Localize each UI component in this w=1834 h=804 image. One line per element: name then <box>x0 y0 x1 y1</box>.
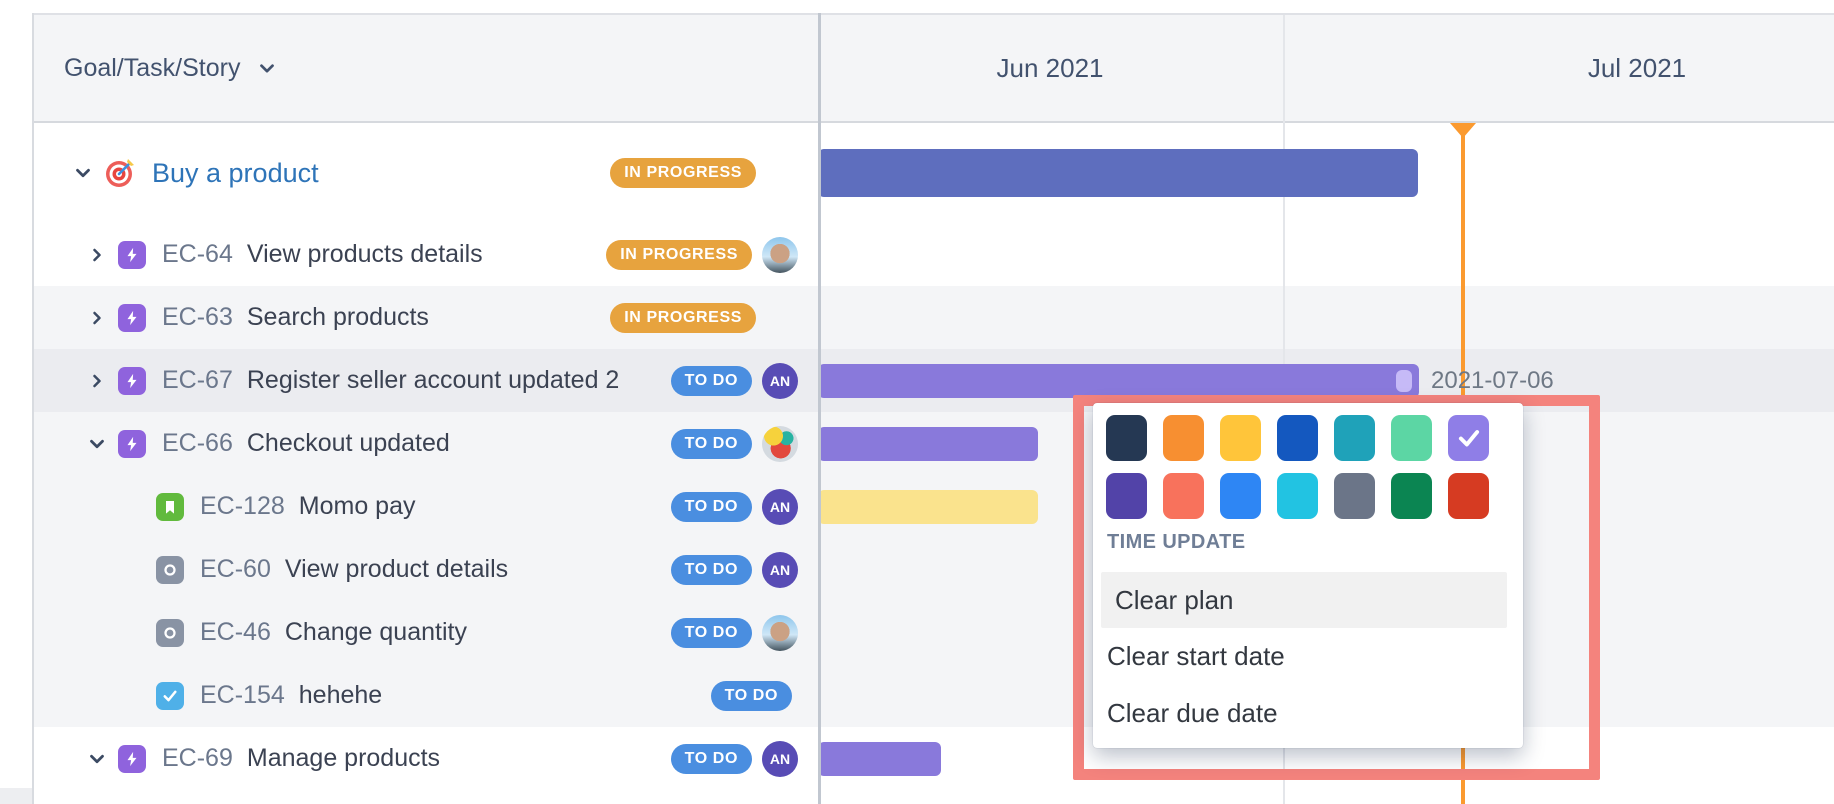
issue-title: Manage products <box>247 744 440 773</box>
status-badge: TO DO <box>671 492 752 522</box>
menu-item-clear-plan[interactable]: Clear plan <box>1101 572 1507 628</box>
issue-key: EC-46 <box>200 618 271 647</box>
issue-timeline-bar[interactable] <box>818 490 1038 524</box>
issue-key: EC-63 <box>162 303 233 332</box>
status-badge: IN PROGRESS <box>610 158 756 188</box>
chevron-down-icon[interactable] <box>254 55 280 81</box>
ring-icon <box>156 556 184 584</box>
color-swatch[interactable] <box>1277 473 1318 519</box>
epic-icon <box>118 745 146 773</box>
chevron-right-icon[interactable] <box>84 305 110 331</box>
issue-title: Register seller account updated 2 <box>247 366 619 395</box>
status-badge: TO DO <box>671 429 752 459</box>
issue-key: EC-67 <box>162 366 233 395</box>
column-picker[interactable]: Goal/Task/Story <box>64 15 280 121</box>
status-badge: IN PROGRESS <box>610 303 756 333</box>
bar-due-date-label: 2021-07-06 <box>1431 367 1554 395</box>
time-update-section-label: TIME UPDATE <box>1107 531 1245 554</box>
avatar[interactable] <box>762 615 798 651</box>
color-swatch[interactable] <box>1163 473 1204 519</box>
color-swatch[interactable] <box>1448 473 1489 519</box>
status-badge: TO DO <box>671 618 752 648</box>
epic-icon <box>118 367 146 395</box>
chevron-down-icon[interactable] <box>70 160 96 186</box>
today-marker-arrow <box>1450 123 1476 138</box>
column-picker-label: Goal/Task/Story <box>64 54 240 83</box>
color-swatch[interactable] <box>1163 415 1204 461</box>
avatar[interactable] <box>762 237 798 273</box>
timeline-app: Goal/Task/Story Jun 2021 Jul 2021 Buy a … <box>0 0 1834 804</box>
status-badge: TO DO <box>671 744 752 774</box>
month-label-jun: Jun 2021 <box>930 15 1170 121</box>
goal-target-icon <box>104 157 136 189</box>
menu-item-clear-start-date[interactable]: Clear start date <box>1093 629 1523 685</box>
issue-timeline-bar[interactable] <box>818 364 1419 398</box>
epic-icon <box>118 304 146 332</box>
context-menu-popup: TIME UPDATE Clear planClear start dateCl… <box>1093 403 1523 748</box>
issue-title: Momo pay <box>299 492 416 521</box>
issue-title: Change quantity <box>285 618 467 647</box>
panel-divider[interactable] <box>818 13 821 804</box>
avatar[interactable]: AN <box>762 741 798 777</box>
goal-title-link[interactable]: Buy a product <box>152 158 319 189</box>
issue-title: Checkout updated <box>247 429 450 458</box>
status-badge: TO DO <box>711 681 792 711</box>
issue-key: EC-69 <box>162 744 233 773</box>
issue-title: View product details <box>285 555 508 584</box>
issue-row[interactable]: EC-154 hehehe <box>34 664 940 727</box>
color-swatch[interactable] <box>1220 473 1261 519</box>
avatar[interactable]: AN <box>762 489 798 525</box>
issue-title: Search products <box>247 303 429 332</box>
bottom-left-corner <box>0 788 32 804</box>
check-icon <box>1456 425 1482 451</box>
color-swatch[interactable] <box>1277 415 1318 461</box>
color-swatch[interactable] <box>1334 415 1375 461</box>
color-swatch[interactable] <box>1220 415 1261 461</box>
avatar[interactable]: AN <box>762 363 798 399</box>
chevron-down-icon[interactable] <box>84 746 110 772</box>
goal-timeline-bar[interactable] <box>818 149 1418 197</box>
issue-row[interactable]: EC-46 Change quantity <box>34 601 940 664</box>
issue-timeline-bar[interactable] <box>818 427 1038 461</box>
issue-key: EC-60 <box>200 555 271 584</box>
avatar[interactable] <box>762 426 798 462</box>
chevron-right-icon[interactable] <box>84 242 110 268</box>
issue-key: EC-64 <box>162 240 233 269</box>
bar-end-handle[interactable] <box>1396 370 1412 392</box>
epic-icon <box>118 430 146 458</box>
color-swatch[interactable] <box>1106 473 1147 519</box>
issue-timeline-bar[interactable] <box>818 742 941 776</box>
chevron-right-icon[interactable] <box>84 368 110 394</box>
avatar[interactable]: AN <box>762 552 798 588</box>
issue-title: View products details <box>247 240 483 269</box>
epic-icon <box>118 241 146 269</box>
color-swatch-selected[interactable] <box>1448 415 1489 461</box>
status-badge: IN PROGRESS <box>606 240 752 270</box>
issue-key: EC-154 <box>200 681 285 710</box>
color-swatch[interactable] <box>1391 473 1432 519</box>
ring-icon <box>156 619 184 647</box>
issue-title: hehehe <box>299 681 382 710</box>
menu-item-clear-due-date[interactable]: Clear due date <box>1093 685 1523 741</box>
issue-row[interactable]: EC-60 View product details <box>34 538 940 601</box>
month-label-jul: Jul 2021 <box>1517 15 1757 121</box>
task-icon <box>156 682 184 710</box>
issue-key: EC-128 <box>200 492 285 521</box>
story-icon <box>156 493 184 521</box>
color-swatch[interactable] <box>1334 473 1375 519</box>
chevron-down-icon[interactable] <box>84 431 110 457</box>
status-badge: TO DO <box>671 366 752 396</box>
color-swatch[interactable] <box>1391 415 1432 461</box>
issue-row[interactable]: EC-128 Momo pay <box>34 475 940 538</box>
status-badge: TO DO <box>671 555 752 585</box>
color-swatch[interactable] <box>1106 415 1147 461</box>
issue-key: EC-66 <box>162 429 233 458</box>
